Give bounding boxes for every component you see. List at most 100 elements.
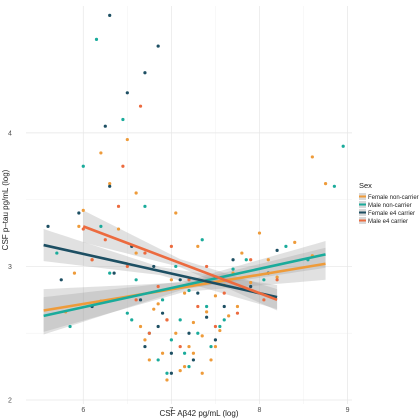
point-female-e4-carrier (205, 315, 209, 319)
point-female-e4-carrier (77, 211, 81, 215)
tick-label-layer: 6 7 8 9 2 3 4 (8, 130, 350, 414)
point-male-non-carrier (222, 318, 226, 322)
point-male-non-carrier (134, 278, 138, 282)
point-female-non-carrier (227, 314, 231, 318)
point-female-non-carrier (266, 258, 270, 262)
point-female-e4-carrier (213, 338, 218, 342)
point-male-e4-carrier (169, 244, 173, 249)
point-female-non-carrier (77, 224, 81, 228)
legend-label-female-e4-carrier: Female e4 carrier (368, 211, 415, 217)
point-female-non-carrier (165, 378, 169, 382)
point-female-e4-carrier (249, 284, 253, 289)
point-female-e4-carrier (275, 248, 279, 253)
point-female-non-carrier (196, 244, 200, 249)
point-male-non-carrier (130, 318, 134, 322)
point-female-e4-carrier (46, 224, 50, 228)
point-female-non-carrier (108, 182, 112, 186)
point-female-non-carrier (152, 307, 156, 311)
point-female-e4-carrier (160, 311, 165, 315)
point-female-non-carrier (235, 304, 240, 309)
point-male-e4-carrier (138, 104, 143, 108)
point-female-non-carrier (218, 328, 222, 333)
legend-item-female-non-carrier: Female non-carrier (359, 193, 419, 201)
point-female-non-carrier (323, 182, 328, 186)
point-male-e4-carrier (165, 318, 169, 322)
point-male-e4-carrier (103, 238, 107, 242)
point-female-non-carrier (205, 310, 209, 314)
point-male-non-carrier (341, 144, 345, 148)
point-female-non-carrier (240, 251, 244, 255)
point-male-e4-carrier (125, 264, 129, 269)
point-female-non-carrier (213, 294, 218, 298)
point-female-non-carrier (81, 208, 85, 212)
point-female-non-carrier (116, 227, 121, 231)
point-female-e4-carrier (152, 264, 156, 269)
point-male-non-carrier (218, 324, 222, 329)
point-female-non-carrier (99, 151, 103, 155)
point-female-non-carrier (275, 275, 279, 279)
point-male-non-carrier (200, 238, 204, 242)
point-female-e4-carrier (108, 13, 112, 17)
point-male-non-carrier (332, 184, 336, 188)
point-female-non-carrier (191, 351, 196, 355)
legend-label-male-non-carrier: Male non-carrier (368, 203, 412, 209)
point-female-non-carrier (257, 231, 262, 235)
point-male-non-carrier (284, 244, 288, 249)
x-tick-label: 7 (169, 407, 173, 414)
point-female-non-carrier (191, 320, 196, 325)
point-female-e4-carrier (143, 344, 147, 349)
point-female-e4-carrier (143, 71, 147, 75)
point-male-e4-carrier (196, 304, 200, 309)
point-female-e4-carrier (156, 324, 160, 329)
point-male-e4-carrier (90, 258, 94, 262)
point-male-non-carrier (196, 331, 200, 335)
legend-label-male-e4-carrier: Male e4 carrier (368, 219, 408, 225)
point-male-non-carrier (125, 311, 129, 315)
point-male-e4-carrier (116, 204, 121, 208)
point-male-non-carrier (174, 264, 178, 269)
point-male-non-carrier (121, 117, 125, 122)
fit-line-female-non-carrier (43, 262, 326, 312)
point-male-non-carrier (182, 351, 187, 355)
point-male-non-carrier (55, 251, 59, 255)
point-male-e4-carrier (213, 324, 218, 329)
ci-band-female-e4-carrier (43, 229, 278, 310)
point-female-non-carrier (125, 137, 129, 142)
point-female-e4-carrier (108, 184, 112, 188)
point-female-non-carrier (249, 280, 253, 285)
point-female-non-carrier (310, 155, 314, 159)
point-female-non-carrier (169, 278, 173, 282)
point-male-non-carrier (108, 271, 112, 275)
point-male-e4-carrier (205, 264, 209, 269)
y-axis-title: CSF p–tau pg/mL (log) (1, 169, 10, 250)
point-female-e4-carrier (169, 351, 173, 355)
point-female-non-carrier (174, 211, 178, 215)
point-female-non-carrier (143, 338, 147, 342)
point-male-non-carrier (99, 224, 103, 228)
point-female-non-carrier (182, 365, 187, 369)
point-male-e4-carrier (222, 291, 226, 295)
point-female-non-carrier (72, 271, 77, 275)
point-male-e4-carrier (262, 298, 266, 302)
point-female-e4-carrier (112, 271, 116, 275)
point-female-non-carrier (182, 291, 187, 295)
point-female-non-carrier (174, 331, 178, 335)
fit-line-female-e4-carrier (43, 243, 278, 299)
point-female-non-carrier (134, 191, 138, 195)
point-female-e4-carrier (178, 278, 182, 282)
x-axis-title: CSF Aβ42 pg/mL (log) (159, 409, 238, 418)
point-male-non-carrier (68, 324, 72, 329)
point-female-e4-carrier (156, 44, 160, 48)
point-male-non-carrier (143, 204, 147, 208)
point-female-e4-carrier (231, 258, 235, 262)
point-female-e4-carrier (138, 298, 143, 302)
y-tick-label: 2 (8, 397, 12, 404)
point-female-e4-carrier (187, 331, 191, 335)
legend-title: Sex (359, 181, 372, 190)
fit-line-male-e4-carrier (82, 225, 278, 302)
grid-layer (26, 6, 352, 404)
point-female-non-carrier (200, 334, 204, 338)
